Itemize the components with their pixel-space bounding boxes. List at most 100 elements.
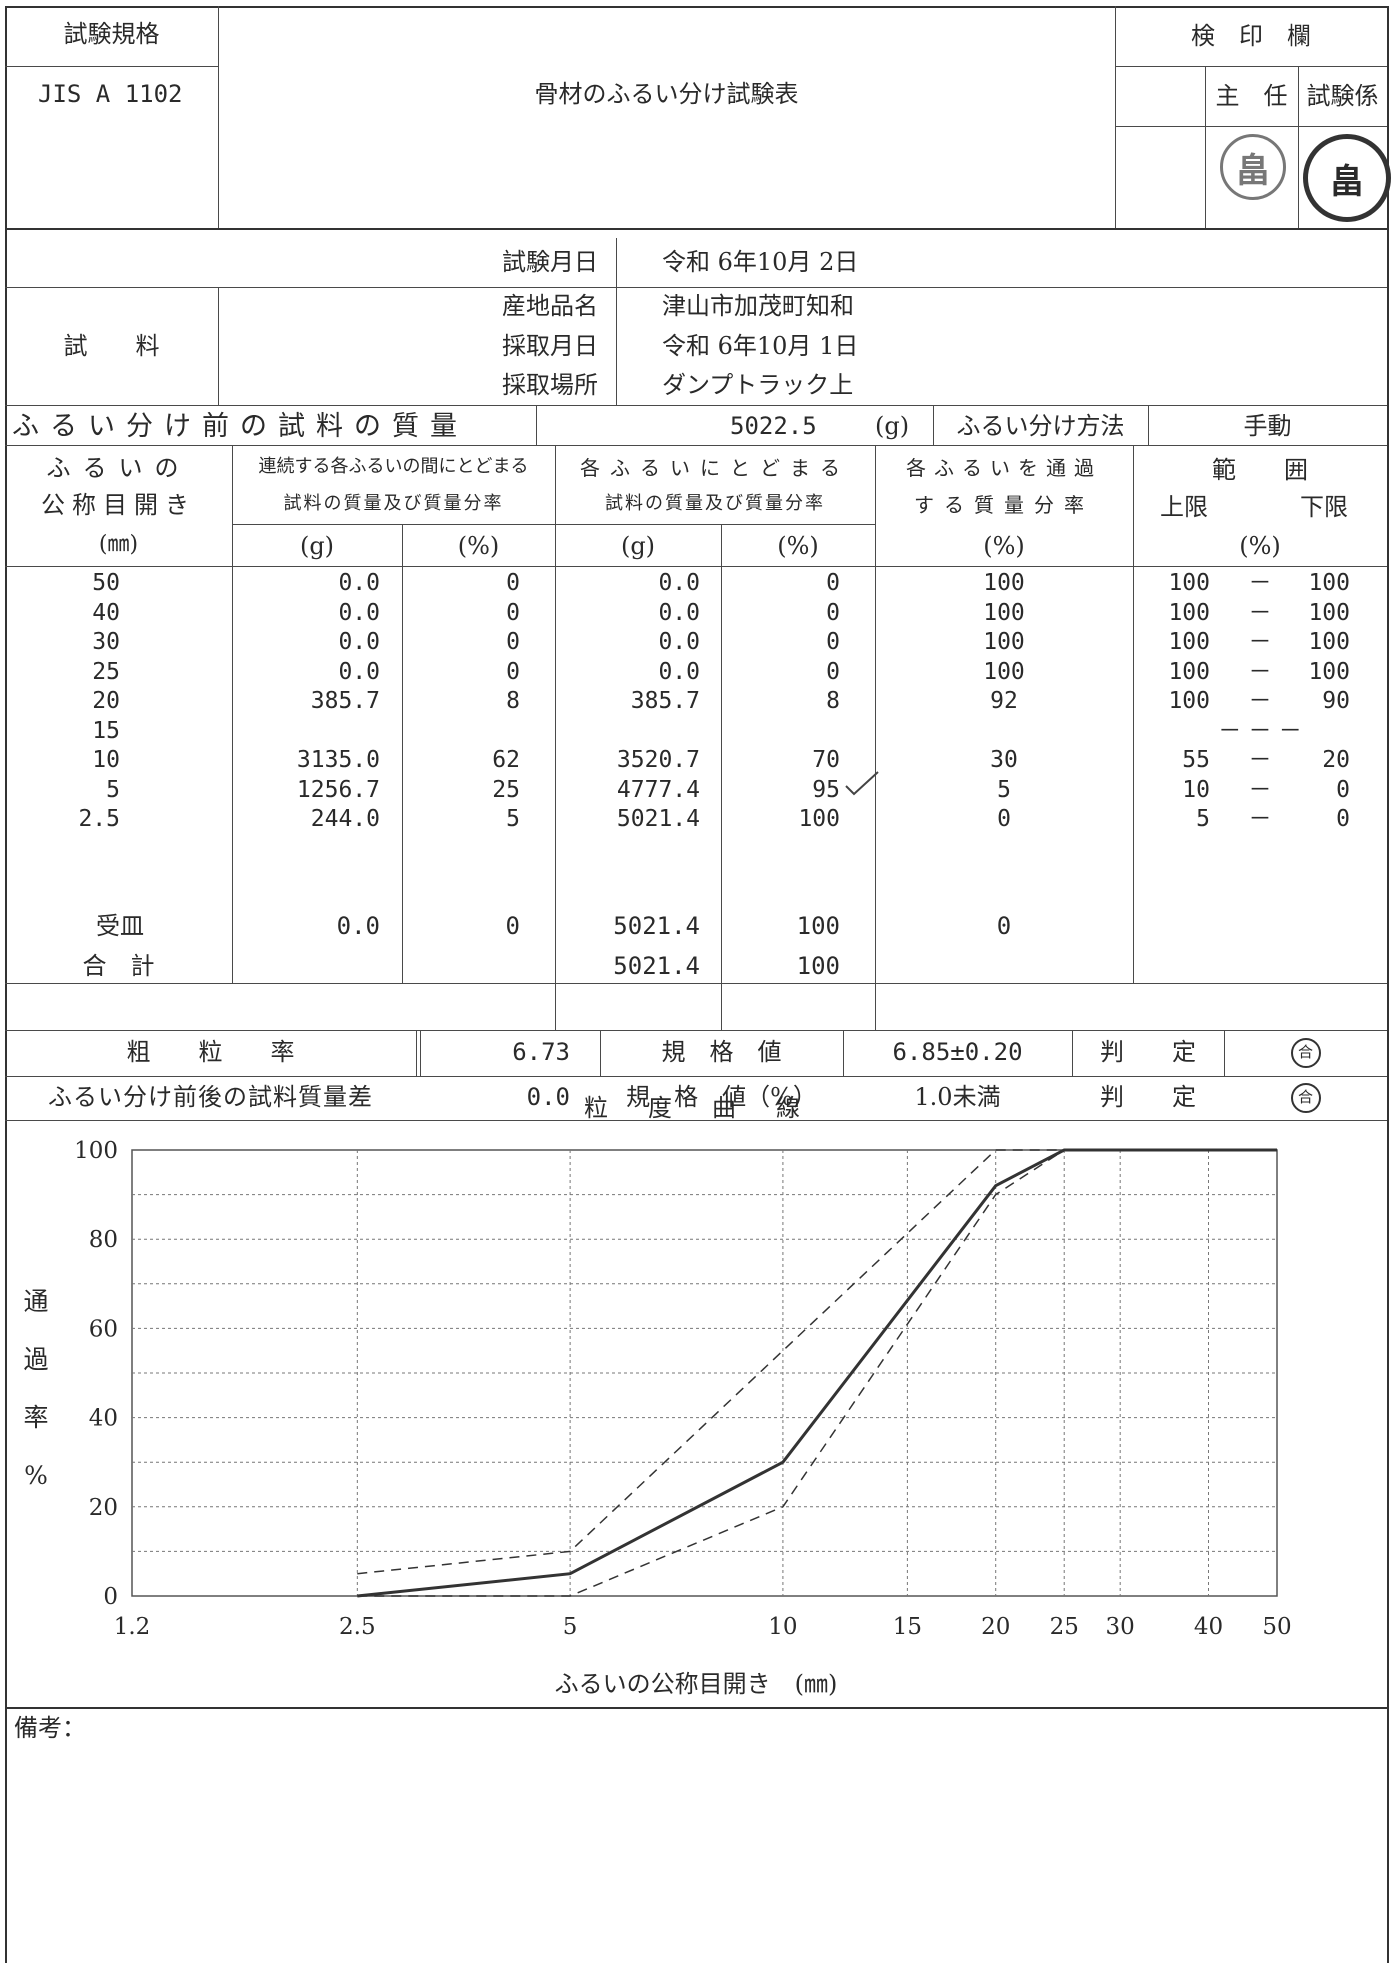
passing-pct: 92 bbox=[990, 688, 1018, 714]
range-lower: 100 bbox=[1308, 570, 1350, 596]
range-upper: 100 bbox=[1168, 599, 1210, 626]
limit-curve bbox=[357, 1149, 1065, 1575]
retained-pct: 95 bbox=[812, 776, 840, 803]
pan-between-mass: 0.0 bbox=[336, 912, 380, 940]
between-pct: 0 bbox=[506, 599, 520, 626]
chief-seal-icon: 畠 bbox=[1220, 134, 1286, 200]
unit-pass-pct: (%) bbox=[983, 532, 1025, 560]
spec2-value: 1.0未満 bbox=[914, 1083, 1001, 1111]
total-retained-pct: 100 bbox=[796, 952, 840, 980]
between-pct: 5 bbox=[506, 806, 520, 832]
unit-between-pct: (%) bbox=[457, 532, 500, 560]
between-pct: 0 bbox=[506, 570, 520, 596]
inspection-label: 検 印 欄 bbox=[1191, 22, 1311, 50]
x-tick-label: 5 bbox=[563, 1614, 578, 1640]
retained-pct: 8 bbox=[826, 688, 840, 714]
range-upper: 5 bbox=[1196, 806, 1210, 832]
between-mass: 0.0 bbox=[338, 658, 380, 685]
judge2-label: 判 定 bbox=[1100, 1083, 1196, 1111]
chief-label: 主 任 bbox=[1215, 82, 1288, 110]
sieve-size: 50 bbox=[92, 570, 120, 596]
mass-unit: (g) bbox=[875, 412, 910, 440]
between-pct: 0 bbox=[506, 629, 520, 655]
between-pct: 8 bbox=[506, 688, 520, 714]
limit-curve bbox=[357, 1149, 1065, 1597]
method-value: 手動 bbox=[1243, 412, 1292, 440]
test-date-label: 試験月日 bbox=[502, 248, 598, 276]
passing-pct: 30 bbox=[990, 747, 1018, 773]
header-retained-1: 各ふるいにとどまる bbox=[580, 456, 850, 480]
retained-pct: 0 bbox=[826, 570, 840, 596]
x-tick-label: 2.5 bbox=[339, 1614, 376, 1640]
retained-mass: 3520.7 bbox=[616, 747, 700, 773]
between-pct: 0 bbox=[506, 658, 520, 685]
retained-pct: 0 bbox=[826, 629, 840, 655]
sieve-size: 20 bbox=[92, 688, 120, 714]
range-lower: 90 bbox=[1322, 688, 1350, 714]
between-mass: 0.0 bbox=[338, 629, 380, 655]
grading-curve bbox=[357, 1148, 1277, 1598]
range-dash: － － － bbox=[1218, 717, 1302, 744]
y-tick-label: 80 bbox=[89, 1227, 118, 1253]
place-label: 採取場所 bbox=[502, 371, 598, 399]
range-upper: 100 bbox=[1168, 688, 1210, 714]
x-tick-label: 50 bbox=[1262, 1614, 1291, 1640]
origin-label: 産地品名 bbox=[502, 292, 598, 320]
between-pct: 25 bbox=[492, 776, 520, 803]
sieve-size: 40 bbox=[92, 599, 120, 626]
sample-label: 試 料 bbox=[63, 332, 160, 360]
unit-range-pct: (%) bbox=[1239, 532, 1281, 560]
retained-mass: 0.0 bbox=[658, 599, 700, 626]
between-mass: 385.7 bbox=[310, 688, 380, 714]
y-axis-label: 通 bbox=[23, 1287, 48, 1316]
total-label: 合 計 bbox=[82, 952, 155, 980]
range-upper: 55 bbox=[1182, 747, 1210, 773]
y-axis-label: 率 bbox=[23, 1403, 48, 1432]
retained-mass: 385.7 bbox=[630, 688, 700, 714]
y-tick-label: 60 bbox=[89, 1316, 118, 1342]
range-dash: － bbox=[1248, 747, 1272, 773]
x-tick-label: 40 bbox=[1194, 1614, 1223, 1640]
retained-pct: 70 bbox=[812, 747, 840, 773]
sample-date-label: 採取月日 bbox=[502, 332, 598, 360]
test-date-value: 令和 6年10月 2日 bbox=[662, 248, 859, 276]
passing-pct: 0 bbox=[997, 806, 1011, 832]
range-dash: － bbox=[1248, 570, 1272, 596]
sample-date-value: 令和 6年10月 1日 bbox=[662, 332, 859, 360]
between-mass: 1256.7 bbox=[296, 776, 380, 803]
checkmark-icon bbox=[845, 771, 879, 796]
chart-x-label: ふるいの公称目開き (㎜) bbox=[554, 1670, 838, 1698]
retained-pct: 0 bbox=[826, 658, 840, 685]
sieve-size: 5 bbox=[106, 776, 120, 803]
y-axis-label: 過 bbox=[23, 1345, 48, 1374]
between-pct: 62 bbox=[492, 747, 520, 773]
retained-mass: 0.0 bbox=[658, 570, 700, 596]
judge2-pass-mark: 合 bbox=[1224, 1083, 1387, 1113]
x-tick-label: 1.2 bbox=[114, 1614, 151, 1640]
retained-mass: 5021.4 bbox=[616, 806, 700, 832]
retained-pct: 0 bbox=[826, 599, 840, 626]
range-dash: － bbox=[1248, 776, 1272, 803]
standard-label: 試験規格 bbox=[63, 20, 160, 48]
fineness-label: 粗 粒 率 bbox=[126, 1038, 295, 1066]
range-lower: 100 bbox=[1308, 658, 1350, 685]
mass-label: ふるい分け前の試料の質量 bbox=[12, 411, 468, 442]
y-tick-label: 100 bbox=[74, 1138, 118, 1164]
total-retained-mass: 5021.4 bbox=[613, 952, 700, 980]
x-tick-label: 30 bbox=[1106, 1614, 1135, 1640]
range-dash: － bbox=[1248, 599, 1272, 626]
retained-pct: 100 bbox=[798, 806, 840, 832]
passing-pct: 5 bbox=[997, 776, 1011, 803]
passing-pct: 100 bbox=[983, 658, 1025, 685]
form-title: 骨材のふるい分け試験表 bbox=[534, 80, 799, 108]
mass-value: 5022.5 bbox=[730, 412, 817, 440]
header-retained-2: 試料の質量及び質量分率 bbox=[605, 493, 825, 514]
remarks-label: 備考： bbox=[14, 1714, 86, 1742]
spec2-label: 規 格 値（%） bbox=[626, 1083, 817, 1111]
range-lower: 0 bbox=[1336, 806, 1350, 832]
retained-mass: 4777.4 bbox=[616, 776, 700, 803]
pan-label: 受皿 bbox=[96, 912, 144, 940]
x-tick-label: 25 bbox=[1050, 1614, 1079, 1640]
between-mass: 0.0 bbox=[338, 570, 380, 596]
sieve-size: 10 bbox=[92, 747, 120, 773]
